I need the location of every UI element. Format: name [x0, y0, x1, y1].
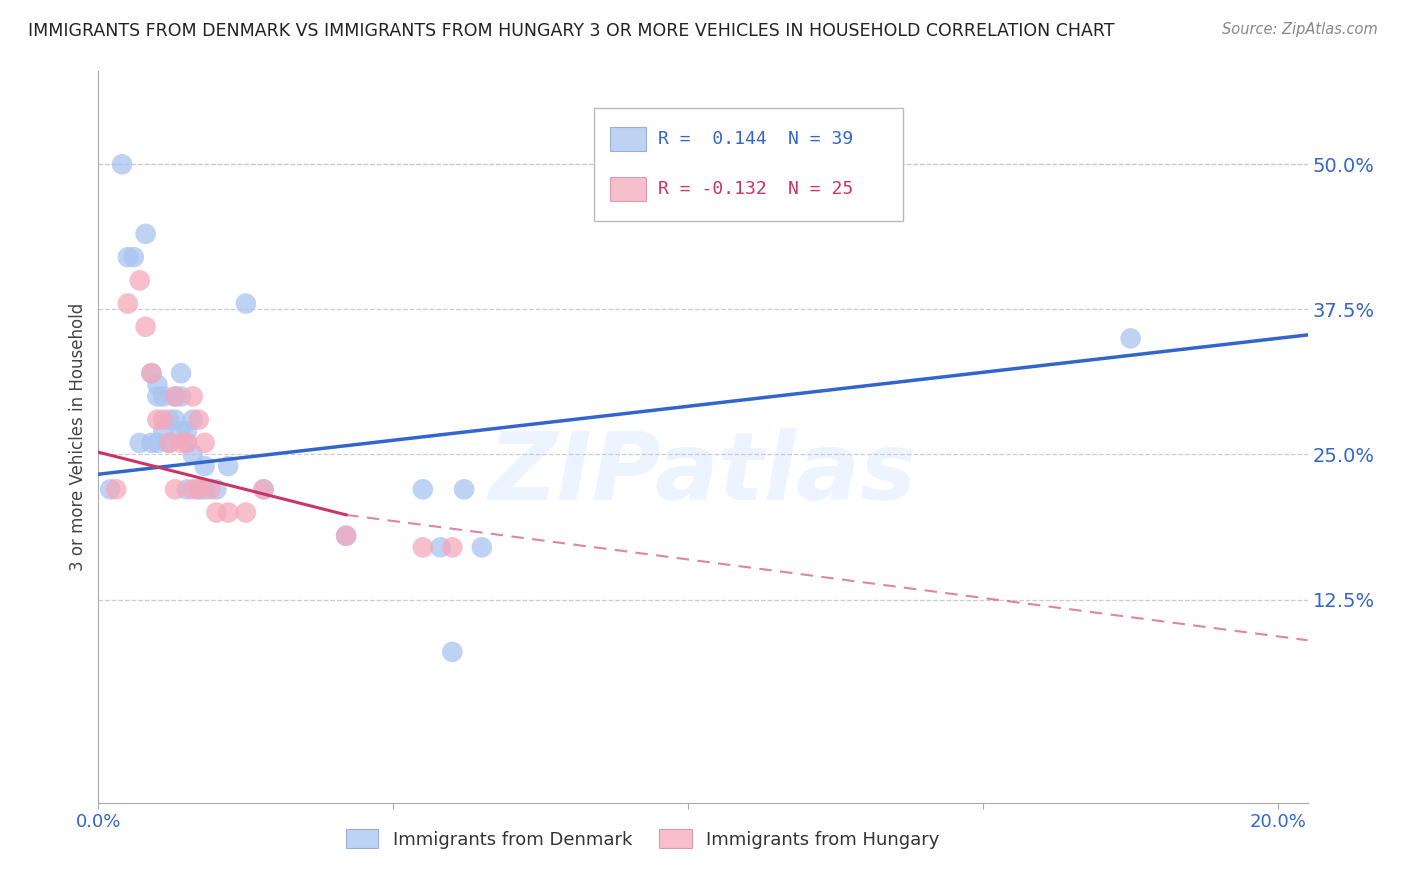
Point	[157, 436, 180, 450]
Text: N = 25: N = 25	[787, 180, 853, 198]
Point	[117, 250, 139, 264]
Point	[170, 366, 193, 380]
Text: R = -0.132: R = -0.132	[658, 180, 768, 198]
Point	[187, 483, 209, 497]
Point	[205, 483, 228, 497]
Point	[146, 412, 169, 426]
Point	[165, 389, 187, 403]
Point	[181, 483, 204, 497]
Point	[252, 483, 274, 497]
Point	[176, 436, 198, 450]
Point	[194, 459, 217, 474]
Text: R =  0.144: R = 0.144	[658, 130, 768, 148]
Point	[453, 483, 475, 497]
Point	[170, 389, 193, 403]
Point	[217, 506, 239, 520]
Point	[252, 483, 274, 497]
Point	[1119, 331, 1142, 345]
Point	[165, 389, 187, 403]
Point	[471, 541, 494, 555]
Point	[117, 296, 139, 310]
Point	[165, 412, 187, 426]
Text: IMMIGRANTS FROM DENMARK VS IMMIGRANTS FROM HUNGARY 3 OR MORE VEHICLES IN HOUSEHO: IMMIGRANTS FROM DENMARK VS IMMIGRANTS FR…	[28, 22, 1115, 40]
Point	[181, 389, 204, 403]
Point	[152, 412, 174, 426]
Point	[176, 483, 198, 497]
Point	[194, 483, 217, 497]
Point	[152, 389, 174, 403]
Point	[128, 273, 150, 287]
FancyBboxPatch shape	[610, 178, 647, 201]
Point	[157, 436, 180, 450]
Point	[335, 529, 357, 543]
Y-axis label: 3 or more Vehicles in Household: 3 or more Vehicles in Household	[69, 303, 87, 571]
Point	[205, 506, 228, 520]
Point	[98, 483, 121, 497]
Point	[441, 541, 464, 555]
Point	[141, 366, 163, 380]
Point	[441, 645, 464, 659]
Point	[412, 483, 434, 497]
Point	[176, 436, 198, 450]
Text: ZIPatlas: ZIPatlas	[489, 427, 917, 520]
Point	[135, 319, 157, 334]
FancyBboxPatch shape	[595, 108, 903, 221]
Point	[194, 436, 217, 450]
Point	[412, 541, 434, 555]
Point	[157, 412, 180, 426]
Point	[146, 436, 169, 450]
Point	[181, 412, 204, 426]
Point	[111, 157, 134, 171]
Point	[187, 412, 209, 426]
Point	[429, 541, 451, 555]
Point	[200, 483, 222, 497]
Point	[217, 459, 239, 474]
FancyBboxPatch shape	[610, 128, 647, 151]
Point	[170, 436, 193, 450]
Point	[141, 436, 163, 450]
Point	[146, 389, 169, 403]
Point	[187, 483, 209, 497]
Point	[128, 436, 150, 450]
Point	[152, 424, 174, 438]
Text: Source: ZipAtlas.com: Source: ZipAtlas.com	[1222, 22, 1378, 37]
Point	[122, 250, 145, 264]
Point	[235, 506, 257, 520]
Point	[135, 227, 157, 241]
Point	[141, 366, 163, 380]
Point	[235, 296, 257, 310]
Text: N = 39: N = 39	[787, 130, 853, 148]
Point	[176, 424, 198, 438]
Legend: Immigrants from Denmark, Immigrants from Hungary: Immigrants from Denmark, Immigrants from…	[339, 822, 946, 856]
Point	[181, 448, 204, 462]
Point	[146, 377, 169, 392]
Point	[165, 483, 187, 497]
Point	[335, 529, 357, 543]
Point	[105, 483, 128, 497]
Point	[170, 424, 193, 438]
